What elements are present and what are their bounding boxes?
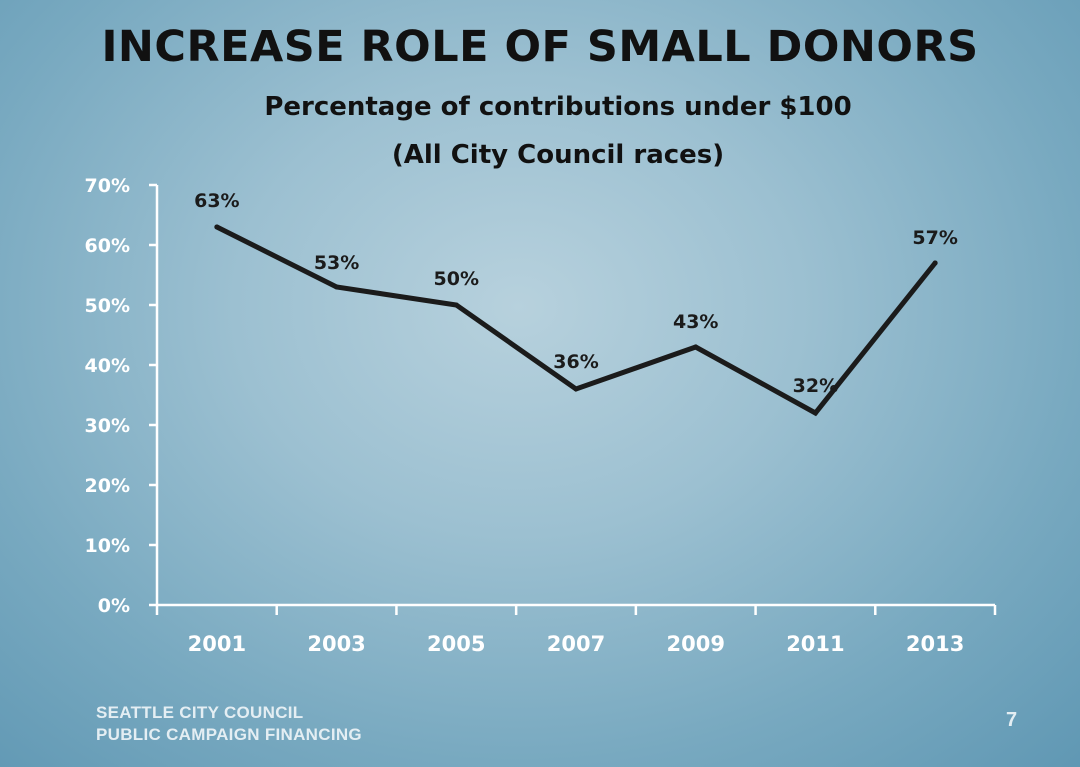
data-point: [214, 224, 220, 230]
y-tick-label: 0%: [98, 595, 130, 617]
y-tick-label: 70%: [85, 175, 130, 197]
data-label: 36%: [553, 351, 598, 373]
data-labels: 63% 53% 50% 36% 43% 32% 57%: [194, 190, 958, 397]
data-label: 57%: [912, 227, 957, 249]
x-axis-tick-labels: 2001 2003 2005 2007 2009 2011 2013: [188, 632, 965, 656]
data-point: [932, 260, 938, 266]
x-tick-label: 2005: [427, 632, 485, 656]
data-label: 32%: [793, 375, 838, 397]
data-point: [453, 302, 459, 308]
chart-title: Percentage of contributions under $100: [264, 92, 851, 122]
y-tick-label: 30%: [85, 415, 130, 437]
series-line-group: [214, 224, 938, 417]
data-point: [693, 344, 699, 350]
y-tick-label: 60%: [85, 235, 130, 257]
x-tick-label: 2007: [547, 632, 605, 656]
y-tick-label: 10%: [85, 535, 130, 557]
x-tick-label: 2011: [786, 632, 844, 656]
footer-organization: SEATTLE CITY COUNCIL: [96, 703, 304, 722]
x-tick-label: 2003: [307, 632, 365, 656]
footer-program: PUBLIC CAMPAIGN FINANCING: [96, 725, 362, 744]
chart-axes: [149, 183, 997, 615]
data-point: [334, 284, 340, 290]
footer: SEATTLE CITY COUNCIL PUBLIC CAMPAIGN FIN…: [96, 702, 362, 746]
y-tick-label: 50%: [85, 295, 130, 317]
data-label: 63%: [194, 190, 239, 212]
y-tick-label: 40%: [85, 355, 130, 377]
data-label: 53%: [314, 252, 359, 274]
y-tick-label: 20%: [85, 475, 130, 497]
data-point: [812, 410, 818, 416]
x-tick-label: 2009: [666, 632, 724, 656]
x-tick-label: 2013: [906, 632, 964, 656]
slide-title: INCREASE ROLE OF SMALL DONORS: [101, 22, 979, 72]
data-point: [573, 386, 579, 392]
chart-subtitle: (All City Council races): [392, 140, 724, 170]
data-label: 50%: [434, 268, 479, 290]
x-tick-label: 2001: [188, 632, 246, 656]
y-axis-tick-labels: 0% 10% 20% 30% 40% 50% 60% 70%: [85, 175, 130, 617]
page-number: 7: [1006, 709, 1018, 731]
data-label: 43%: [673, 311, 718, 333]
